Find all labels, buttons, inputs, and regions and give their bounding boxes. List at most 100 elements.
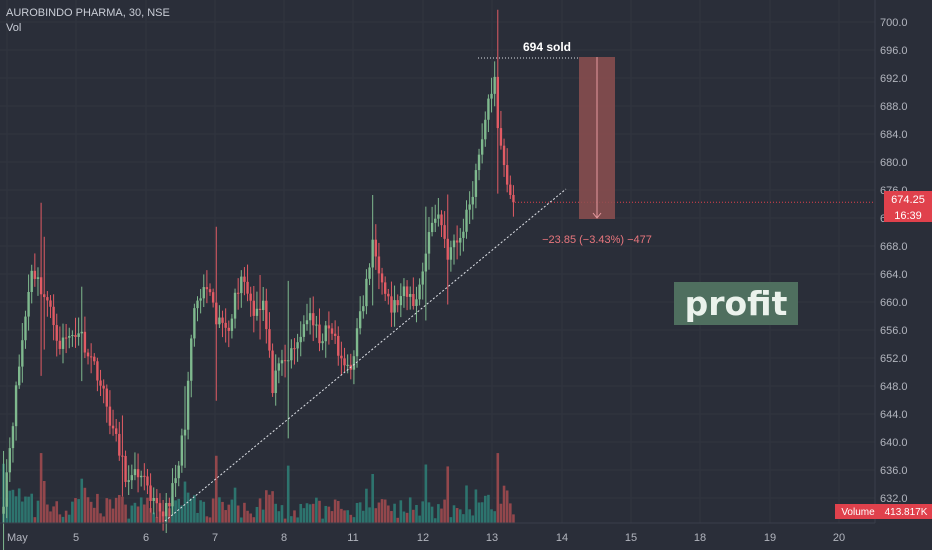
time-tick-label: 20 <box>833 532 845 544</box>
volume-bar <box>199 500 202 523</box>
candle-body <box>199 298 202 301</box>
volume-study-label[interactable]: Vol <box>6 22 22 34</box>
volume-bar <box>271 491 274 523</box>
candle-body <box>305 320 309 325</box>
volume-bar <box>433 518 437 523</box>
volume-bar <box>418 515 421 523</box>
candle-body <box>80 331 83 334</box>
volume-bar <box>77 499 80 523</box>
volume-bar <box>321 518 324 523</box>
candle-body <box>64 337 68 339</box>
candle-body <box>396 300 399 306</box>
candle-body <box>30 270 33 292</box>
volume-bar <box>36 500 40 523</box>
candle-body <box>265 300 268 330</box>
candle-body <box>440 214 443 226</box>
candle-body <box>180 435 184 466</box>
volume-bar <box>111 508 115 523</box>
profit-note[interactable]: profit <box>674 282 798 325</box>
volume-bar <box>315 497 318 523</box>
candle-body <box>327 325 331 329</box>
price-tick-label: 668.0 <box>880 241 908 253</box>
volume-bar <box>83 487 87 523</box>
candle-body <box>46 297 49 301</box>
volume-bar <box>427 502 431 523</box>
candle-body <box>230 318 234 331</box>
volume-bar <box>274 503 278 523</box>
candle-body <box>299 336 302 343</box>
trendline[interactable] <box>164 188 567 522</box>
candle-body <box>362 306 365 312</box>
time-axis[interactable]: May 5 6 7 8 11 12 13 14 15 18 19 20 <box>7 532 845 544</box>
candle-body <box>343 358 346 366</box>
candle-body <box>186 380 190 430</box>
volume-bar <box>340 508 343 523</box>
candle-body <box>415 299 418 306</box>
candle-body <box>290 348 293 361</box>
volume-bar <box>361 510 365 523</box>
candle-body <box>287 360 290 362</box>
volume-bar <box>174 500 177 523</box>
candles <box>2 9 875 550</box>
volume-bar <box>437 504 440 523</box>
volume-bar <box>211 498 215 523</box>
volume-bar <box>214 455 218 523</box>
volume-bar <box>349 514 353 523</box>
volume-bar <box>452 505 456 523</box>
candle-body <box>102 385 105 389</box>
candle-body <box>96 361 99 381</box>
volume-bar <box>189 498 193 523</box>
volume-bar <box>224 510 227 523</box>
volume-bar <box>286 465 290 523</box>
candle-body <box>61 337 65 349</box>
time-tick-label: 14 <box>556 532 568 544</box>
candle-body <box>8 448 12 473</box>
candle-body <box>255 308 259 316</box>
candle-body <box>380 273 384 283</box>
candle-body <box>333 333 337 336</box>
price-tick-label: 696.0 <box>880 45 908 57</box>
volume-bar <box>152 512 156 523</box>
volume-bar <box>377 502 381 523</box>
volume-bar <box>14 496 18 523</box>
candle-body <box>509 184 512 195</box>
volume-bar <box>67 514 71 523</box>
volume-bar <box>327 506 331 523</box>
symbol-title[interactable]: AUROBINDO PHARMA, 30, NSE <box>6 7 170 19</box>
candle-body <box>274 370 277 394</box>
candle-body <box>352 356 356 370</box>
volume-bar <box>80 478 84 523</box>
candle-body <box>152 498 155 501</box>
volume-bar <box>493 511 496 523</box>
volume-bar <box>311 503 315 523</box>
volume-bar <box>71 501 74 523</box>
candle-body <box>315 324 318 326</box>
volume-bar <box>502 485 506 523</box>
candle-body <box>183 429 187 436</box>
candle-body <box>89 356 93 358</box>
candle-body <box>402 286 406 297</box>
candle-body <box>105 388 108 407</box>
candle-body <box>33 270 37 279</box>
volume-bar <box>405 512 409 523</box>
candle-body <box>127 480 130 482</box>
candle-body <box>455 240 459 243</box>
volume-bar <box>243 502 246 523</box>
candle-body <box>271 350 274 394</box>
candle-body <box>296 342 299 349</box>
time-tick-label: 11 <box>347 532 358 544</box>
volume-bar <box>118 494 121 523</box>
candle-body <box>318 324 321 344</box>
candle-body <box>302 324 306 337</box>
candle-body <box>293 348 296 350</box>
candle-body <box>130 475 134 481</box>
candle-body <box>221 317 224 323</box>
volume-bar <box>108 499 112 523</box>
volume-bar <box>471 515 475 523</box>
candle-body <box>308 313 312 321</box>
volume-bar <box>293 510 296 523</box>
price-tick-label: 684.0 <box>880 129 908 141</box>
volume-bar <box>261 509 265 523</box>
volume-bar <box>330 511 334 523</box>
